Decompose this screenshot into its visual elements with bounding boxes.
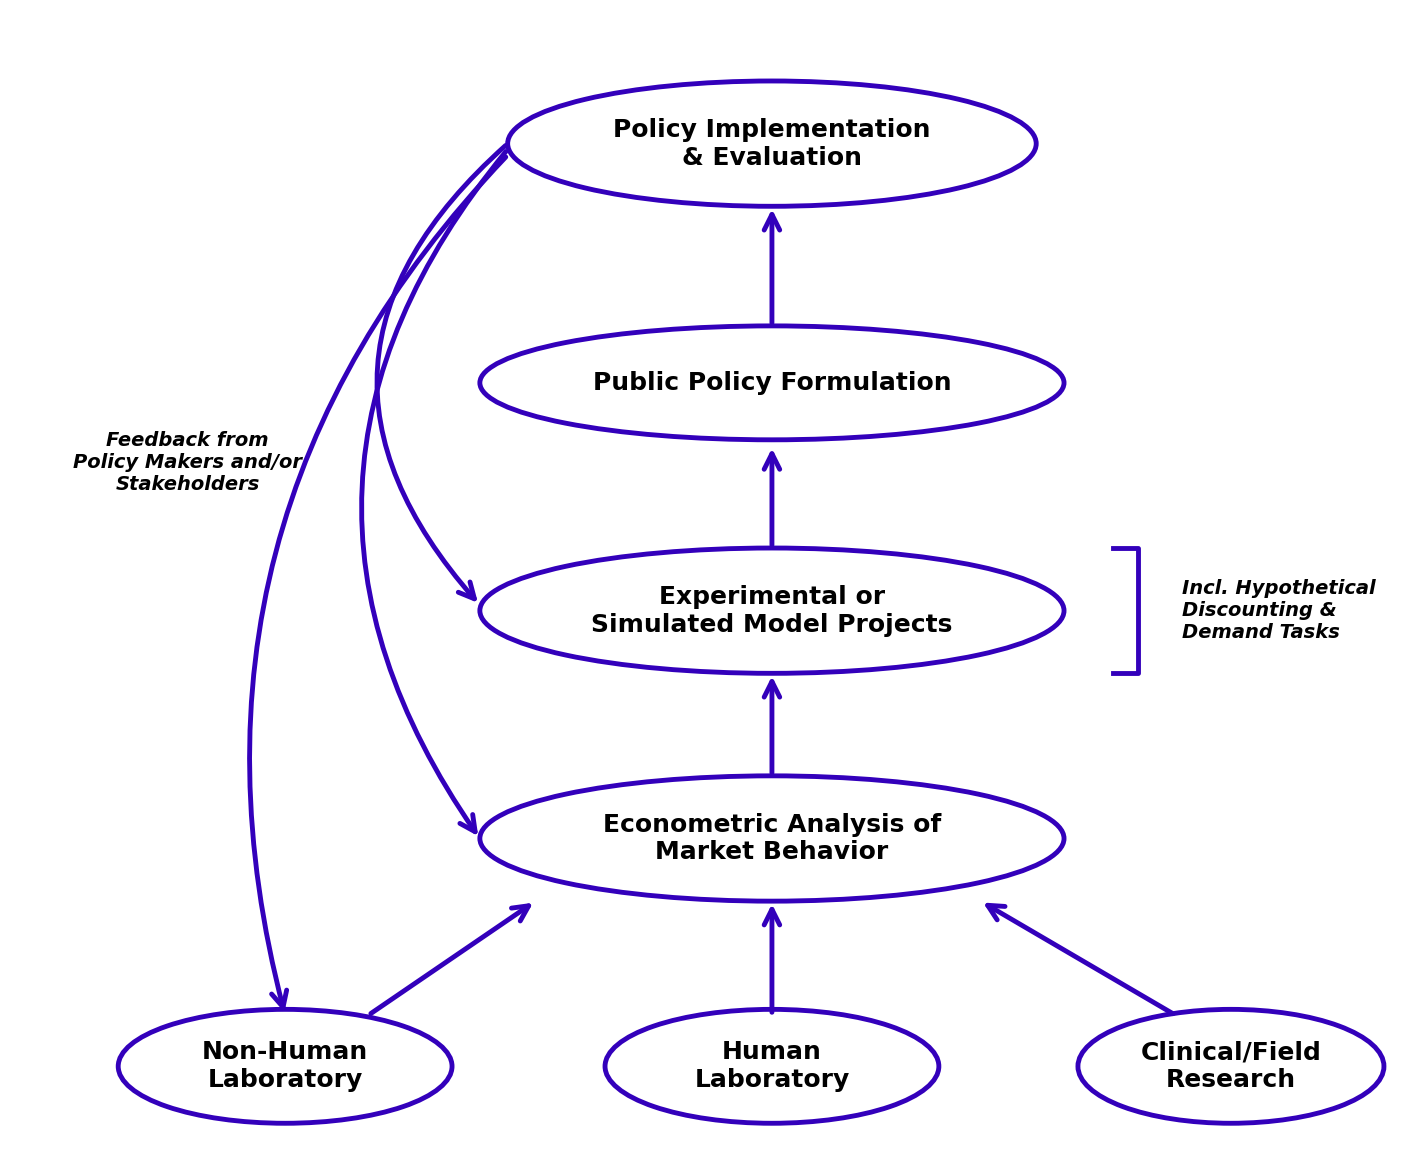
FancyArrowPatch shape [377,145,505,598]
Text: Human
Laboratory: Human Laboratory [695,1040,849,1092]
Text: Econometric Analysis of
Market Behavior: Econometric Analysis of Market Behavior [602,813,940,865]
Text: Feedback from
Policy Makers and/or
Stakeholders: Feedback from Policy Makers and/or Stake… [73,431,303,495]
Text: Incl. Hypothetical
Discounting &
Demand Tasks: Incl. Hypothetical Discounting & Demand … [1182,579,1376,642]
FancyArrowPatch shape [361,151,507,831]
Text: Clinical/Field
Research: Clinical/Field Research [1140,1040,1321,1092]
Text: Policy Implementation
& Evaluation: Policy Implementation & Evaluation [614,118,930,169]
Text: Non-Human
Laboratory: Non-Human Laboratory [203,1040,368,1092]
Text: Experimental or
Simulated Model Projects: Experimental or Simulated Model Projects [591,585,953,636]
FancyArrowPatch shape [250,157,505,1007]
Text: Public Policy Formulation: Public Policy Formulation [592,371,952,394]
